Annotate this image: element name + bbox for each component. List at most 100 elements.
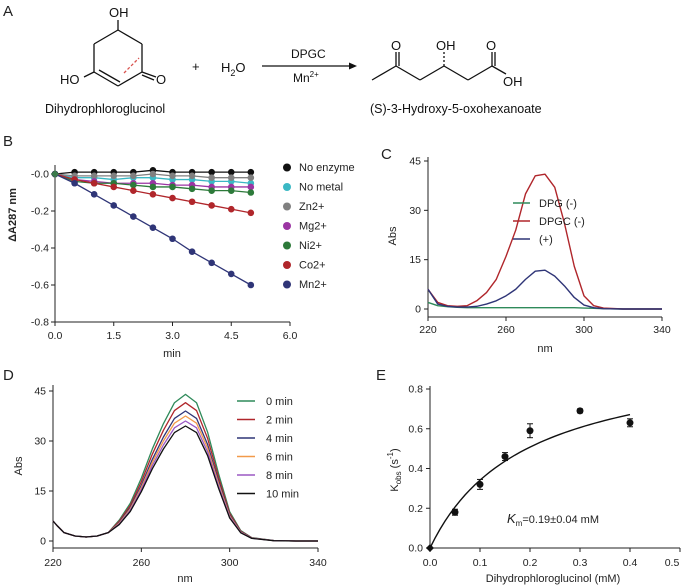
chart-e-point: [576, 407, 584, 415]
chart-b-point: [208, 168, 215, 176]
chart-b-legend-label: No metal: [299, 182, 343, 194]
chart-d-legend-label: 2 min: [266, 415, 293, 427]
chart-b-point: [227, 205, 235, 213]
reaction-arrow: [262, 62, 357, 70]
chart-e-xtick-label: 0.3: [573, 557, 588, 569]
substrate-ho: HO: [60, 72, 80, 87]
substrate-structure: [83, 20, 157, 87]
chart-e-xtick-label: 0.4: [623, 557, 638, 569]
chart-b-point: [149, 170, 157, 178]
chart-e-ytick-label: 0.0: [408, 543, 423, 555]
chart-e-fit-curve: [429, 413, 631, 549]
chart-e-point: [476, 480, 484, 488]
chart-b-point: [90, 179, 98, 187]
chart-c-legend-label: DPG (-): [539, 198, 577, 210]
chart-b-xtick-label: 4.5: [224, 330, 239, 342]
chart-b-point: [130, 187, 137, 194]
chart-b-point: [149, 191, 157, 198]
chart-b-legend: No enzyme No metal Zn2+ Mg2+ Ni2+ Co2+ Mn2+: [283, 162, 355, 291]
chart-e-ytick-label: 0.8: [408, 384, 423, 396]
chart-b-point: [247, 168, 255, 176]
chart-b-point: [247, 281, 255, 289]
chart-b-point: [90, 191, 98, 198]
chart-b-legend-label: Mg2+: [299, 221, 327, 233]
chart-b-point: [208, 187, 215, 194]
chart-b-point: [110, 172, 118, 180]
chart-e-ytick-label: 0.2: [408, 503, 423, 515]
chart-b-point: [247, 183, 255, 191]
substrate-oh: OH: [109, 5, 129, 20]
chart-c-xtick-label: 260: [497, 324, 515, 336]
chart-d-ytick-label: 45: [34, 386, 46, 398]
chart-c-xtick-label: 340: [653, 324, 671, 336]
chart-b-xtick-label: 0.0: [48, 330, 63, 342]
chart-d-legend-label: 10 min: [266, 489, 299, 501]
chart-b-ytick-label: -0.0: [31, 169, 49, 181]
chart-b-ytick-label: -0.4: [31, 243, 49, 255]
chart-b-point: [71, 179, 78, 187]
chart-b: -0.0 -0.2 -0.4 -0.6 -0.80.0 1.5 3.0 4.5 6.0: [31, 165, 298, 342]
chart-b-point: [188, 198, 196, 206]
panel-label-b: B: [3, 133, 13, 150]
chart-b-legend-marker: [283, 280, 291, 289]
chart-d-xtick-label: 300: [221, 557, 239, 569]
chart-d-ytick-label: 30: [34, 436, 46, 448]
chart-b-point: [130, 181, 137, 189]
chart-d: 0 15 30 45 220 260 300 340: [34, 385, 327, 569]
substrate-name: Dihydrophloroglucinol: [45, 102, 165, 116]
chart-b-point: [227, 168, 235, 176]
chart-b-legend-label: No enzyme: [299, 162, 355, 174]
chart-b-xlabel: min: [163, 348, 181, 360]
chart-b-point: [227, 270, 235, 278]
chart-e-xtick-label: 0.0: [423, 557, 438, 569]
chart-b-point: [149, 224, 157, 231]
plus-sign: +: [192, 59, 200, 74]
chart-c-xlabel: nm: [537, 343, 552, 355]
chart-c-series-line: [427, 269, 662, 310]
chart-d-legend-label: 4 min: [266, 433, 293, 445]
chart-b-ytick-label: -0.8: [31, 317, 49, 329]
chart-e-xtick-label: 0.5: [665, 557, 680, 569]
chart-c-xtick-label: 300: [575, 324, 593, 336]
cofactor-label: Mn2+: [293, 70, 319, 85]
panel-label-d: D: [3, 367, 14, 384]
chart-b-point: [130, 213, 137, 220]
chart-b-point: [90, 172, 98, 180]
chart-c: 0 15 30 45 220 260 300 340: [409, 156, 671, 337]
panel-label-c: C: [381, 146, 392, 163]
chart-d-xtick-label: 260: [133, 557, 151, 569]
chart-e-origin-marker: [426, 544, 434, 552]
chart-c-ytick-label: 30: [409, 205, 421, 217]
chart-e-ytick-label: 0.4: [408, 463, 423, 475]
chart-b-point: [208, 174, 215, 181]
chart-b-point: [169, 194, 176, 202]
product-acid-oh: OH: [503, 74, 523, 89]
panel-c: C 0 15 30 45 220 260 300 340 Abs nm DPG (-) DPGC…: [381, 146, 671, 355]
chart-d-legend: 0 min 2 min 4 min 6 min 8 min 10 min: [237, 396, 299, 501]
chart-b-point: [110, 202, 118, 209]
chart-b-point: [169, 183, 176, 191]
water-label: H2O: [221, 60, 246, 78]
chart-b-ylabel: ΔA287 nm: [7, 188, 19, 242]
chart-c-legend: DPG (-) DPGC (-) (+): [513, 198, 585, 246]
panel-a: A OH HO O Dihydrophloroglucinol + H2O DP…: [3, 3, 542, 116]
chart-d-xtick-label: 220: [44, 557, 62, 569]
chart-e-point: [526, 427, 534, 435]
product-name: (S)-3-Hydroxy-5-oxohexanoate: [370, 102, 542, 116]
chart-e-xtick-label: 0.1: [473, 557, 488, 569]
chart-e-annotation: Km=0.19±0.04 mM: [507, 511, 599, 528]
panel-e: E 0.0 0.2 0.4 0.6 0.8 0.0 0.1 0.2 0.3 0.4 0.5 Kobs…: [376, 367, 681, 585]
chart-e-ytick-label: 0.6: [408, 423, 423, 435]
substrate-o: O: [156, 72, 166, 87]
chart-e-point: [501, 453, 509, 461]
chart-b-legend-marker: [283, 163, 291, 172]
chart-b-ytick-label: -0.2: [31, 206, 49, 218]
chart-b-xtick-label: 6.0: [283, 330, 298, 342]
chart-c-ytick-label: 45: [409, 156, 421, 168]
chart-d-ylabel: Abs: [13, 456, 25, 475]
chart-c-ytick-label: 15: [409, 254, 421, 266]
chart-b-point: [227, 187, 235, 194]
chart-b-legend-marker: [283, 261, 291, 269]
chart-e: 0.0 0.2 0.4 0.6 0.8 0.0 0.1 0.2 0.3 0.4 0.5: [408, 384, 681, 569]
chart-b-point: [188, 172, 196, 180]
